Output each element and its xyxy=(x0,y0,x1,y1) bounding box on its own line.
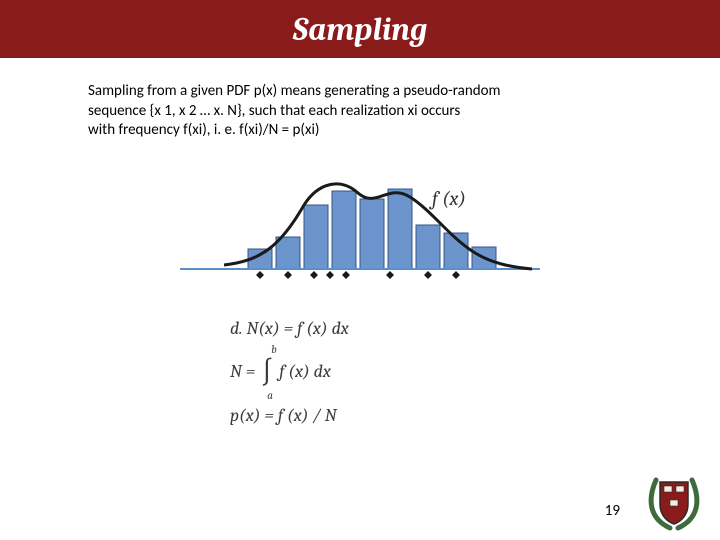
integral-upper: b xyxy=(271,340,276,361)
body-line-3: with frequency f(xi), i. e. f(xi)/N = p(… xyxy=(88,121,319,139)
body-line-1: Sampling from a given PDF p(x) means gen… xyxy=(88,82,501,100)
body-paragraph: Sampling from a given PDF p(x) means gen… xyxy=(88,82,660,141)
title-bar: Sampling xyxy=(0,0,720,58)
eq2-rhs: f (x) dx xyxy=(279,355,331,389)
chart-svg: f (x) xyxy=(180,169,540,289)
histogram-chart: f (x) xyxy=(180,169,540,294)
equation-block: d. N(x) = f (x) dx N = ∫ b a f (x) dx p(… xyxy=(230,312,490,434)
equation-2: N = ∫ b a f (x) dx xyxy=(230,346,490,399)
integral-lower: a xyxy=(267,386,273,407)
harvard-crest-icon xyxy=(646,468,702,532)
body-line-2: sequence {x 1, x 2 … x. N}, such that ea… xyxy=(88,102,460,120)
integral-icon: ∫ b a xyxy=(261,346,273,399)
svg-text:f (x): f (x) xyxy=(429,187,466,210)
eq2-lhs: N = xyxy=(230,355,255,389)
slide-number: 19 xyxy=(605,502,620,520)
slide-title: Sampling xyxy=(293,11,428,48)
equation-1: d. N(x) = f (x) dx xyxy=(230,312,490,346)
